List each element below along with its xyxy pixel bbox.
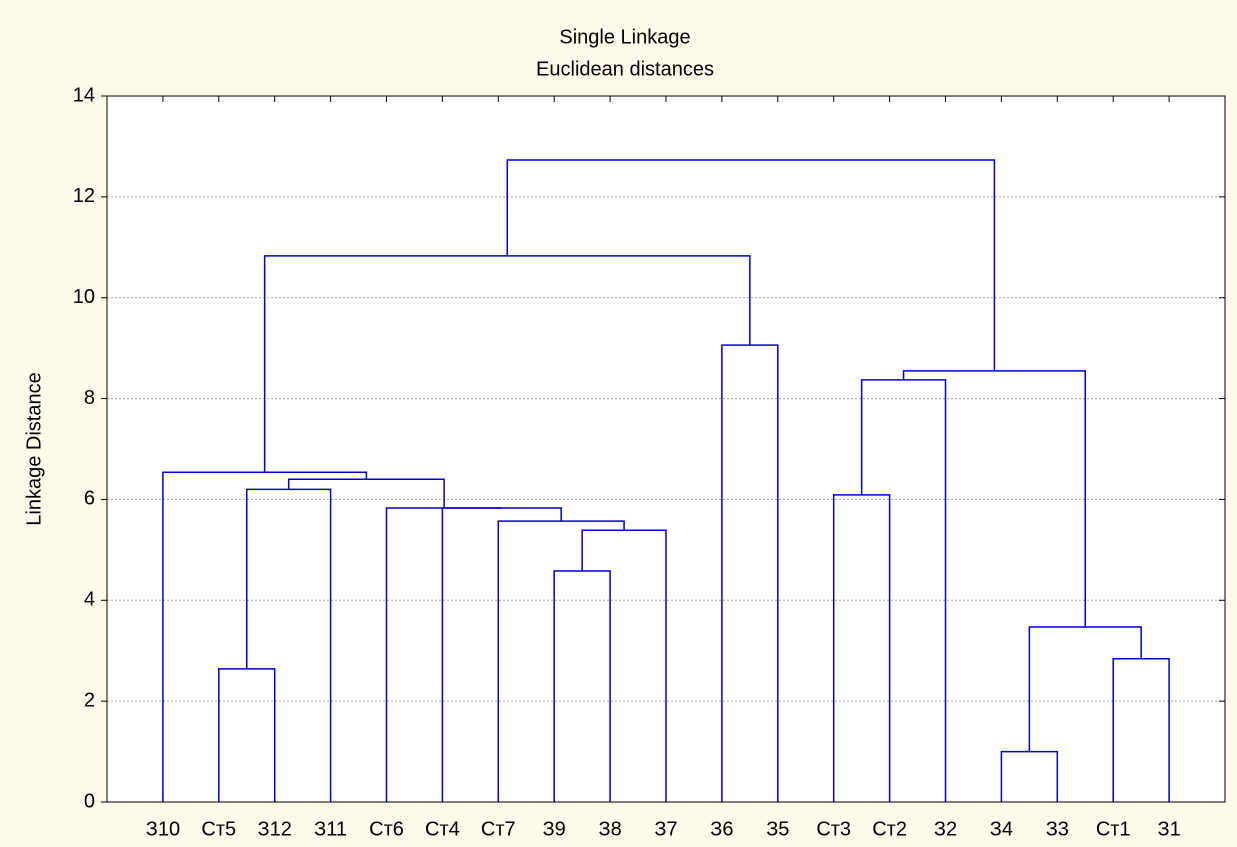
y-tick-label: 8 <box>84 387 95 409</box>
x-tick-label: З8 <box>598 818 621 840</box>
x-tick-label: Ст3 <box>816 818 851 840</box>
x-tick-label: З4 <box>990 818 1013 840</box>
x-tick-label: Ст1 <box>1096 818 1131 840</box>
x-tick-label: З11 <box>314 818 347 840</box>
x-tick-label: З6 <box>710 818 733 840</box>
x-tick-label: Ст6 <box>369 818 404 840</box>
dendrogram-link <box>385 507 502 802</box>
x-tick-label: З2 <box>934 818 957 840</box>
y-tick-label: 2 <box>84 689 95 711</box>
y-tick-label: 10 <box>73 286 95 308</box>
x-tick-label: Ст7 <box>481 818 516 840</box>
plot-frame <box>106 95 1226 803</box>
y-tick-label: 4 <box>84 589 95 611</box>
x-tick-label: Ст5 <box>201 818 236 840</box>
y-tick-label: 12 <box>73 185 95 207</box>
x-tick-label: З10 <box>146 818 180 840</box>
x-tick-label: З3 <box>1046 818 1069 840</box>
dendrogram-link <box>506 159 996 371</box>
chart-subtitle: Euclidean distances <box>536 58 714 80</box>
chart-title: Single Linkage <box>559 26 690 48</box>
y-tick-label: 6 <box>84 488 95 510</box>
x-tick-label: З12 <box>258 818 292 840</box>
y-tick-label: 14 <box>73 84 95 106</box>
x-tick-label: Ст4 <box>425 818 460 840</box>
y-axis-label: Linkage Distance <box>23 372 45 525</box>
x-tick-label: З9 <box>543 818 566 840</box>
x-tick-label: З1 <box>1157 818 1180 840</box>
x-tick-label: З7 <box>654 818 677 840</box>
x-tick-label: Ст2 <box>872 818 907 840</box>
y-tick-label: 0 <box>84 790 95 812</box>
x-tick-label: З5 <box>766 818 789 840</box>
